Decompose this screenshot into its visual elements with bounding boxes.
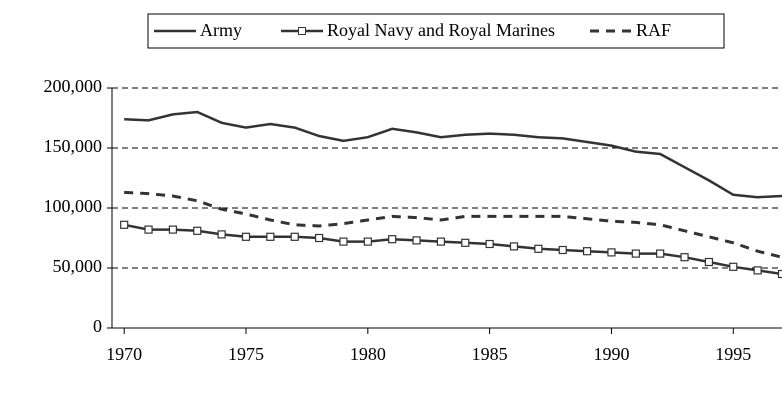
series-line xyxy=(123,223,782,276)
x-tick-label: 1970 xyxy=(106,344,142,364)
marker xyxy=(509,242,519,251)
x-tick-label: 1975 xyxy=(228,344,264,364)
marker xyxy=(704,257,714,267)
marker xyxy=(363,237,372,246)
marker xyxy=(534,244,543,253)
x-tick-label: 1990 xyxy=(593,344,629,364)
marker xyxy=(753,266,762,275)
legend-marker xyxy=(298,27,306,35)
marker xyxy=(461,238,470,247)
marker xyxy=(558,245,567,255)
x-tick-label: 1980 xyxy=(350,344,386,364)
marker xyxy=(168,225,178,234)
x-tick-label: 1995 xyxy=(715,344,751,364)
marker xyxy=(631,249,640,258)
marker xyxy=(241,232,251,241)
legend-label: RAF xyxy=(636,20,671,40)
marker xyxy=(217,230,226,239)
series-line xyxy=(124,190,782,259)
marker xyxy=(436,237,446,246)
marker xyxy=(582,247,592,256)
marker xyxy=(193,226,202,235)
marker xyxy=(777,269,782,279)
marker xyxy=(680,253,689,262)
marker xyxy=(339,237,348,246)
marker xyxy=(412,236,421,245)
legend-label: Royal Navy and Royal Marines xyxy=(327,20,555,40)
marker xyxy=(120,220,129,229)
x-tick-label: 1985 xyxy=(472,344,508,364)
y-tick-label: 0 xyxy=(93,316,102,336)
marker xyxy=(607,248,616,257)
y-tick-label: 200,000 xyxy=(44,76,103,96)
series-line xyxy=(124,110,782,199)
marker xyxy=(314,233,324,243)
marker xyxy=(266,232,275,241)
marker xyxy=(144,225,153,234)
marker xyxy=(290,232,299,241)
legend-label: Army xyxy=(200,20,242,40)
marker xyxy=(388,235,397,244)
y-tick-label: 100,000 xyxy=(44,196,103,216)
marker xyxy=(656,249,665,258)
marker xyxy=(485,239,494,249)
y-tick-label: 50,000 xyxy=(53,256,103,276)
y-tick-label: 150,000 xyxy=(44,136,103,156)
marker xyxy=(729,262,738,271)
